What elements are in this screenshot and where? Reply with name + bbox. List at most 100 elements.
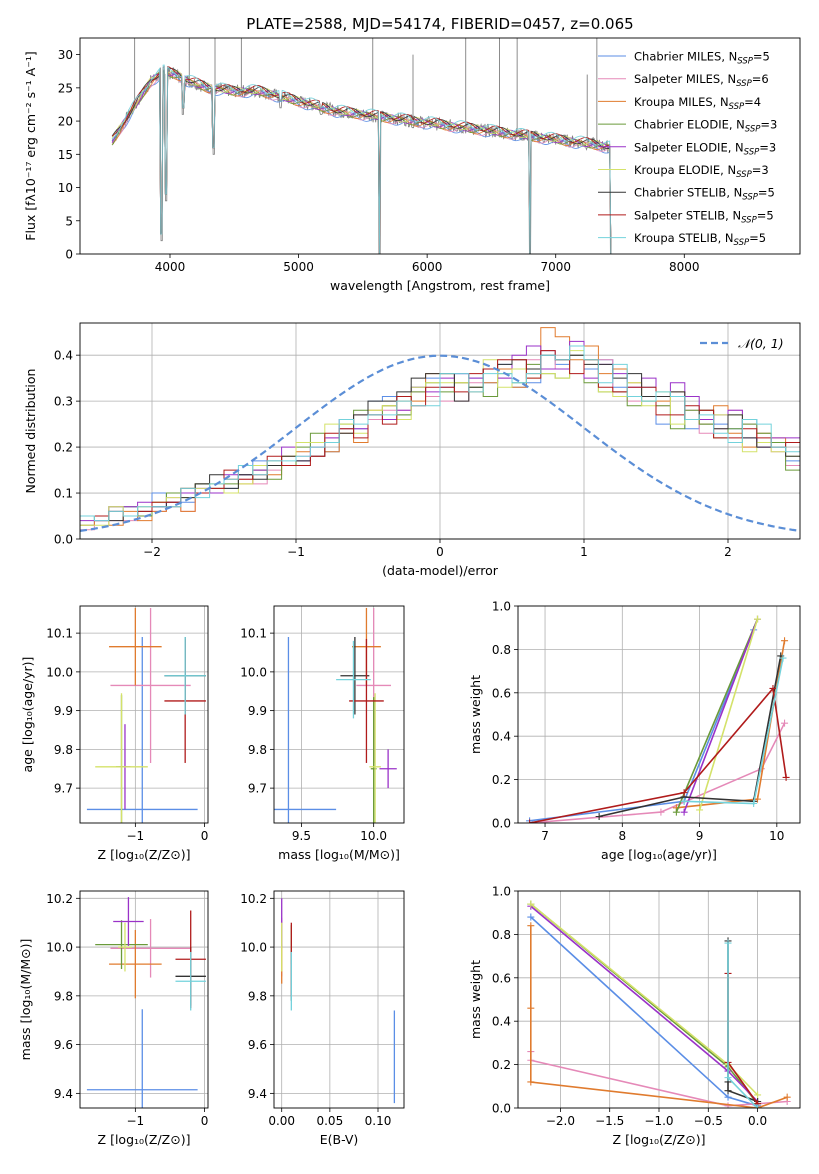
x-tick-label: 10.0 <box>360 829 387 843</box>
series-marker <box>696 806 704 814</box>
series-marker <box>754 615 762 623</box>
y-tick-label: 0.4 <box>54 349 73 363</box>
mass-vs-extinction-plot-area <box>281 898 396 1104</box>
mass-vs-extinction-frame <box>273 890 405 1109</box>
x-tick-label: 7000 <box>540 260 571 274</box>
legend-label-sub: SSP <box>742 193 758 203</box>
y-tick-label: 9.8 <box>54 743 73 757</box>
x-tick-label: −2 <box>143 545 161 559</box>
panel-residuals: −2 −1 0 1 2 0.0 0.1 0.2 0.3 0.4 (data-model)/error… <box>23 322 801 578</box>
y-tick-label: 20 <box>58 115 73 129</box>
series-marker <box>750 799 758 807</box>
legend-label: Kroupa STELIB, NSSP=5 <box>634 231 766 248</box>
errorbar-point <box>349 638 384 763</box>
y-tick-label: 0.8 <box>492 928 511 942</box>
model-spectrum-kroupa-miles <box>111 69 612 254</box>
x-tick-label: −2.0 <box>546 1114 575 1128</box>
errorbar-point <box>175 951 206 1011</box>
legend-label-sub: SSP <box>737 57 753 67</box>
y-tick-label: 0.0 <box>492 817 511 831</box>
x-tick-label: 4000 <box>155 260 186 274</box>
series-marker <box>527 922 535 930</box>
x-axis-label: wavelength [Angstrom, rest frame] <box>330 278 550 293</box>
series-marker <box>680 808 688 816</box>
series-kroupa-elodie <box>696 615 762 814</box>
legend-label-text: Chabrier STELIB, N <box>634 186 742 200</box>
series-marker <box>769 684 777 692</box>
legend-label-suffix: =3 <box>760 118 777 132</box>
age-vs-mass-frame <box>273 605 405 824</box>
model-spectrum-salpeter-miles <box>111 70 612 254</box>
x-tick-label: 7 <box>541 829 549 843</box>
series-marker <box>783 1093 791 1101</box>
spectrum-plot-area <box>111 38 612 254</box>
normal-reference-curve <box>80 354 800 532</box>
x-tick-label: 0 <box>436 545 444 559</box>
x-tick-label: 2 <box>724 545 732 559</box>
mass-vs-extinction-grid <box>274 891 404 1108</box>
legend-label: Chabrier MILES, NSSP=5 <box>634 50 770 67</box>
errorbar-point <box>118 922 132 972</box>
series-line <box>530 905 759 1103</box>
series-line <box>530 903 759 1096</box>
y-tick-label: 10.0 <box>240 941 267 955</box>
y-tick-label: 9.7 <box>248 782 267 796</box>
y-tick-label: 9.8 <box>54 989 73 1003</box>
model-spectrum-chabrier-miles <box>111 72 612 254</box>
x-tick-label: 5000 <box>283 260 314 274</box>
age-vs-metallicity-grid <box>80 606 208 823</box>
y-tick-label: 0.4 <box>492 730 511 744</box>
x-tick-label: −1 <box>126 829 144 843</box>
x-tick-label: 0.0 <box>748 1114 767 1128</box>
mass-weight-vs-metallicity-plot-area <box>527 900 791 1108</box>
y-tick-label: 10.0 <box>240 665 267 679</box>
panel-spectrum: 4000 5000 6000 7000 8000 0 5 10 15 20 25 30 waveleng… <box>23 37 801 293</box>
residuals-plot-area <box>80 327 800 539</box>
mass-weight-vs-metallicity-grid <box>518 890 800 1109</box>
x-tick-label: 0 <box>201 1114 209 1128</box>
series-marker <box>782 773 790 781</box>
series-marker <box>724 1074 732 1082</box>
model-spectrum-chabrier-stelib <box>111 67 612 254</box>
age-vs-mass-plot-area <box>274 607 397 823</box>
errorbar-point <box>369 693 381 823</box>
series-line <box>529 629 755 822</box>
y-tick-label: 0 <box>65 248 73 262</box>
y-axis-label: Flux [fλ10⁻¹⁷ erg cm⁻² s⁻¹ A⁻¹] <box>23 51 38 240</box>
y-tick-label: 10.2 <box>240 892 267 906</box>
series-marker <box>754 1104 762 1108</box>
errorbar-point <box>95 920 148 970</box>
model-spectrum-salpeter-stelib <box>111 65 612 254</box>
mass-vs-metallicity-grid <box>80 891 208 1108</box>
legend-label-sub: SSP <box>729 102 745 112</box>
panel-age-vs-metallicity: −1 0 9.7 9.8 9.9 10.0 10.1 Z [log₁₀(Z/Z⊙)] age [… <box>20 605 209 862</box>
y-tick-label: 10.0 <box>46 665 73 679</box>
x-axis-label: Z [log₁₀(Z/Z⊙)] <box>613 1132 706 1147</box>
y-tick-label: 10.0 <box>46 941 73 955</box>
y-tick-label: 0.0 <box>492 1102 511 1116</box>
observed-spectrum <box>111 66 611 254</box>
panel-mass-vs-extinction: 0.00 0.05 0.10 9.4 9.6 9.8 10.0 10.2 E(B-V) <box>240 890 405 1147</box>
legend-label-text: Kroupa ELODIE, N <box>634 163 736 177</box>
series-marker <box>724 1102 732 1108</box>
histogram-kroupa-elodie <box>80 350 800 539</box>
legend-label-text: Salpeter MILES, N <box>634 72 736 86</box>
y-tick-label: 0.2 <box>492 1058 511 1072</box>
legend-label-text: Chabrier MILES, N <box>634 50 737 64</box>
x-tick-label: 9.5 <box>292 829 311 843</box>
y-tick-label: 15 <box>58 148 73 162</box>
y-tick-label: 9.6 <box>54 1038 73 1052</box>
y-tick-label: 10.1 <box>240 627 267 641</box>
x-tick-label: −1.0 <box>644 1114 673 1128</box>
panel-mass-vs-metallicity: −1 0 9.4 9.6 9.8 10.0 10.2 Z [log₁₀(Z/Z⊙)] mass … <box>18 890 209 1147</box>
series-marker <box>657 808 665 816</box>
y-axis-label: mass weight <box>468 675 483 754</box>
legend-label-suffix: =6 <box>752 72 769 86</box>
legend-label-sub: SSP <box>736 170 752 180</box>
errorbar-point <box>110 607 191 763</box>
series-line <box>675 618 759 813</box>
x-tick-label: 0.05 <box>316 1114 343 1128</box>
series-marker <box>527 1004 535 1012</box>
errorbar-point <box>109 607 162 686</box>
legend-label-suffix: =4 <box>744 95 761 109</box>
